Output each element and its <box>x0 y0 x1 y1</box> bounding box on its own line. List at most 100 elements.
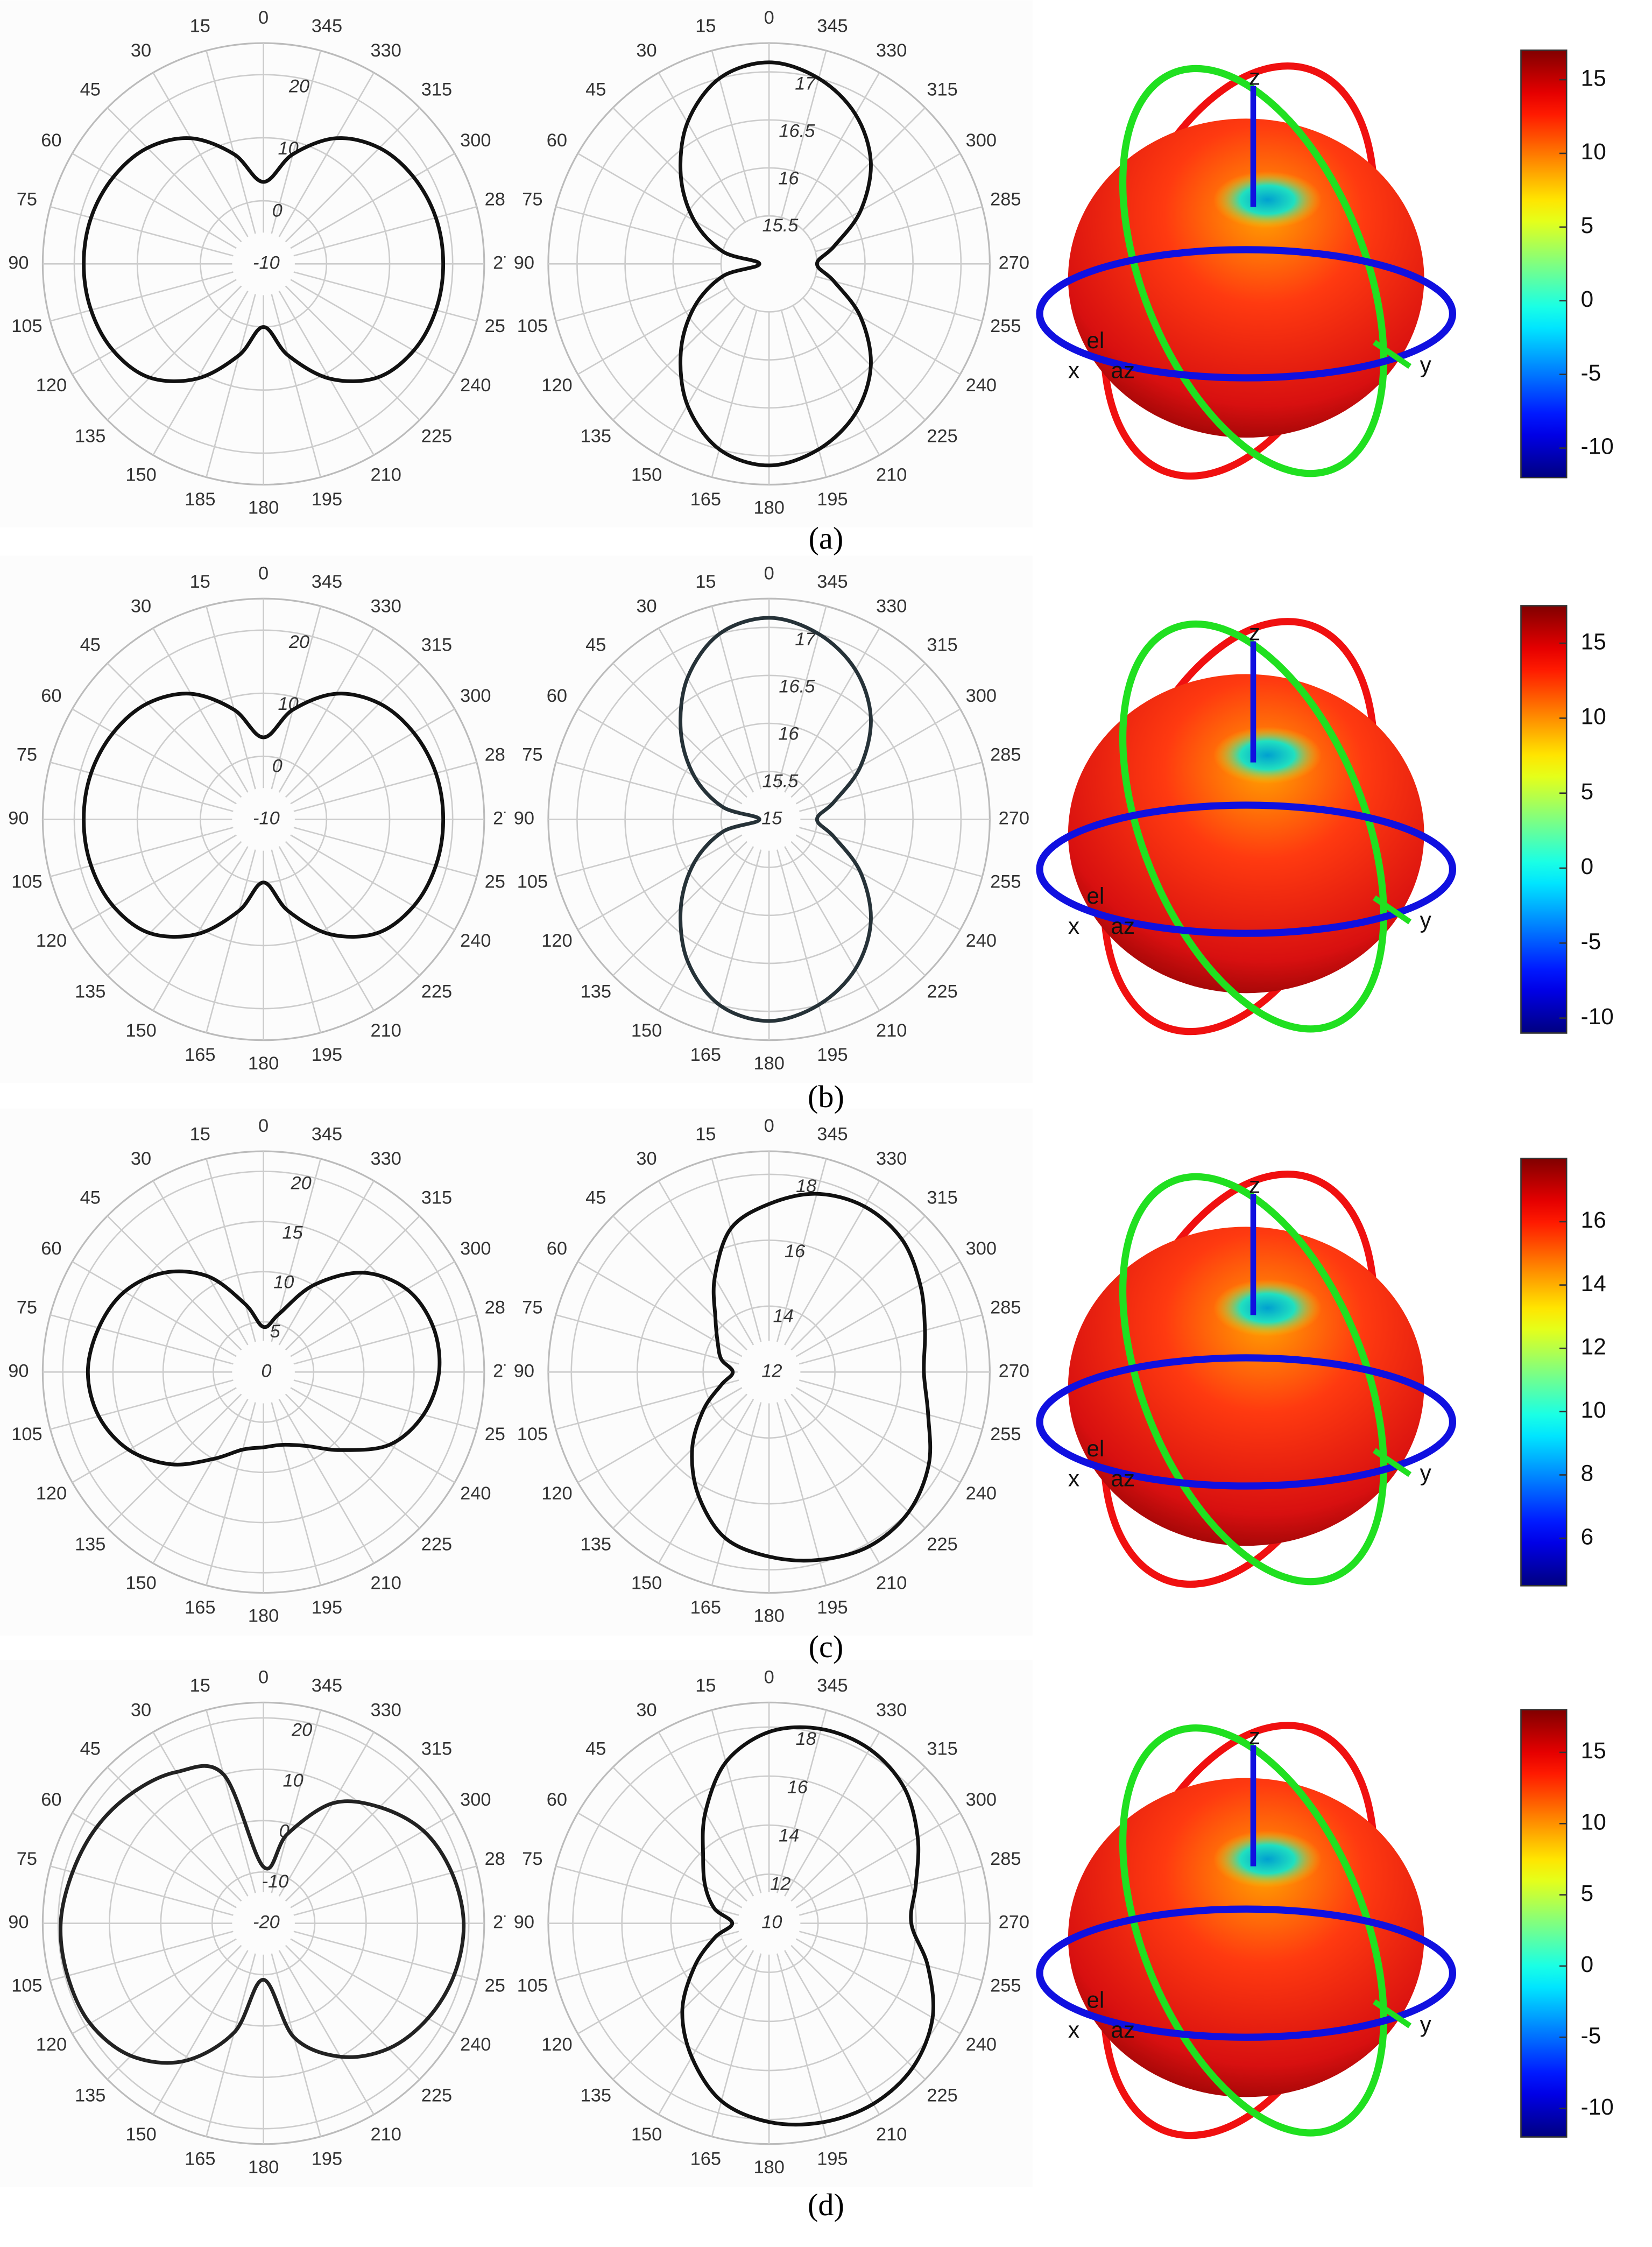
angle-label: 120 <box>541 2034 572 2055</box>
angle-label: 210 <box>371 1573 401 1594</box>
pattern-ring-blue <box>1036 801 1457 937</box>
angle-label: 30 <box>131 1700 151 1720</box>
pattern-ring-green <box>1119 1173 1387 1586</box>
ring <box>624 119 914 409</box>
colorbar <box>1520 605 1568 1034</box>
angle-label: 75 <box>522 745 542 765</box>
colorbar-tick-label: -5 <box>1581 928 1601 954</box>
spoke <box>555 1314 739 1365</box>
angle-label: 240 <box>966 375 997 396</box>
spoke <box>776 605 827 790</box>
spoke <box>612 1766 747 1902</box>
angle-label: 45 <box>585 635 606 656</box>
pattern-null <box>1213 171 1322 229</box>
angle-label: 285 <box>990 745 1021 765</box>
angle-label: 315 <box>421 1739 452 1759</box>
pattern-axis-label: x <box>1068 913 1079 939</box>
pattern-lobe <box>1068 1778 1424 2097</box>
angle-label: 180 <box>753 2157 784 2178</box>
angle-label: 270 <box>999 808 1029 829</box>
pattern-curve <box>690 1192 933 1563</box>
ring <box>576 626 962 1012</box>
ring <box>672 167 866 361</box>
pattern-null <box>1213 1830 1322 1888</box>
angle-label: 75 <box>522 1849 542 1869</box>
spoke <box>285 1393 420 1529</box>
spoke <box>776 1158 827 1342</box>
angle-label: 105 <box>517 1975 548 1996</box>
angle-label: 75 <box>17 189 37 210</box>
panel-caption: (b) <box>808 1079 844 1114</box>
angle-label: 180 <box>753 1606 784 1626</box>
spoke <box>152 1731 249 1897</box>
ring <box>636 1239 902 1505</box>
colorbar-tick-label: 15 <box>1581 1738 1606 1763</box>
angle-label: 120 <box>36 1483 67 1504</box>
pattern-axis-label: az <box>1111 1466 1135 1491</box>
spoke <box>152 1399 249 1564</box>
angle-label: 330 <box>876 596 907 616</box>
panel-caption: (d) <box>808 2187 844 2222</box>
spoke <box>711 1158 762 1342</box>
ring <box>576 71 962 457</box>
colorbar-tick-label: 0 <box>1581 286 1594 312</box>
angle-label: 315 <box>927 635 957 656</box>
angle-label: 315 <box>927 80 957 100</box>
angle-label: 120 <box>36 2034 67 2055</box>
angle-label: 345 <box>817 1124 848 1145</box>
angle-label: 30 <box>131 1149 151 1169</box>
ring <box>624 674 914 964</box>
colorbar <box>1520 49 1568 478</box>
angle-label: 210 <box>371 2124 401 2145</box>
angle-label: 195 <box>817 1597 848 1618</box>
angle-label: 90 <box>514 1912 534 1933</box>
spoke <box>795 1812 961 1908</box>
angle-label: 345 <box>312 16 342 37</box>
pattern-axis-label: az <box>1111 913 1135 939</box>
colorbar-tick-label: 5 <box>1581 779 1594 804</box>
angle-label: 195 <box>312 489 342 510</box>
spoke <box>555 1931 739 1981</box>
ring <box>719 1873 819 1974</box>
angle-label: 45 <box>80 1188 101 1208</box>
angle-label: 345 <box>312 1124 342 1145</box>
ring-label: 16 <box>785 1241 806 1262</box>
angle-label: 45 <box>80 635 101 656</box>
angle-label: 285 <box>990 1849 1021 1869</box>
ring-label: 16 <box>778 168 799 188</box>
pattern-curve <box>86 1269 442 1467</box>
pattern-ring-blue <box>1036 246 1457 382</box>
spoke <box>206 1402 256 1586</box>
ring <box>621 1775 917 2072</box>
radiation-pattern-3d: z elx az y <box>1036 1171 1457 1588</box>
angle-label: 210 <box>371 465 401 485</box>
ring-label: 12 <box>770 1873 790 1894</box>
angle-label: 300 <box>966 686 997 706</box>
spoke <box>658 846 754 1011</box>
angle-label: 105 <box>11 316 42 336</box>
angle-label: 30 <box>636 1149 656 1169</box>
angle-label: 150 <box>631 1573 662 1594</box>
ring <box>109 1769 419 2079</box>
angle-label: 285 <box>990 1298 1021 1318</box>
angle-label: 330 <box>371 40 401 61</box>
ring-label: 15.5 <box>762 215 799 236</box>
spoke <box>107 1766 242 1902</box>
angle-label: 120 <box>36 375 67 396</box>
spoke <box>72 1812 237 1908</box>
spoke <box>50 1314 234 1365</box>
angle-label: 45 <box>585 1188 606 1208</box>
pattern-axis-label: z <box>1249 620 1260 645</box>
angle-label: 270 <box>999 1361 1029 1381</box>
spoke <box>799 1314 983 1365</box>
angle-label: 195 <box>817 2149 848 2169</box>
spoke <box>271 1953 322 2137</box>
angle-label: 345 <box>312 572 342 592</box>
angle-label: 165 <box>690 1045 721 1065</box>
spoke <box>278 1399 375 1564</box>
angle-label: 225 <box>421 2086 452 2106</box>
ring <box>73 74 454 454</box>
angle-label: 105 <box>11 1424 42 1445</box>
pattern-axis-label: az <box>1111 2017 1135 2042</box>
ring-label: 5 <box>270 1321 281 1342</box>
